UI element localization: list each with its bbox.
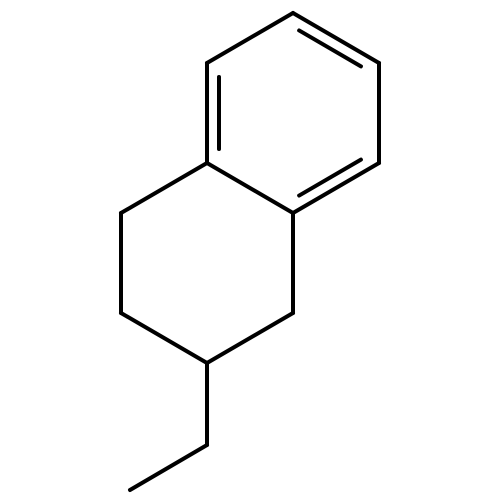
bond bbox=[293, 13, 379, 63]
bond bbox=[207, 163, 293, 213]
bond bbox=[121, 313, 207, 363]
bond bbox=[121, 163, 207, 213]
molecule-diagram bbox=[0, 0, 500, 500]
bond bbox=[130, 445, 207, 490]
bond bbox=[207, 313, 293, 363]
bond bbox=[293, 163, 379, 213]
bond bbox=[207, 13, 293, 63]
